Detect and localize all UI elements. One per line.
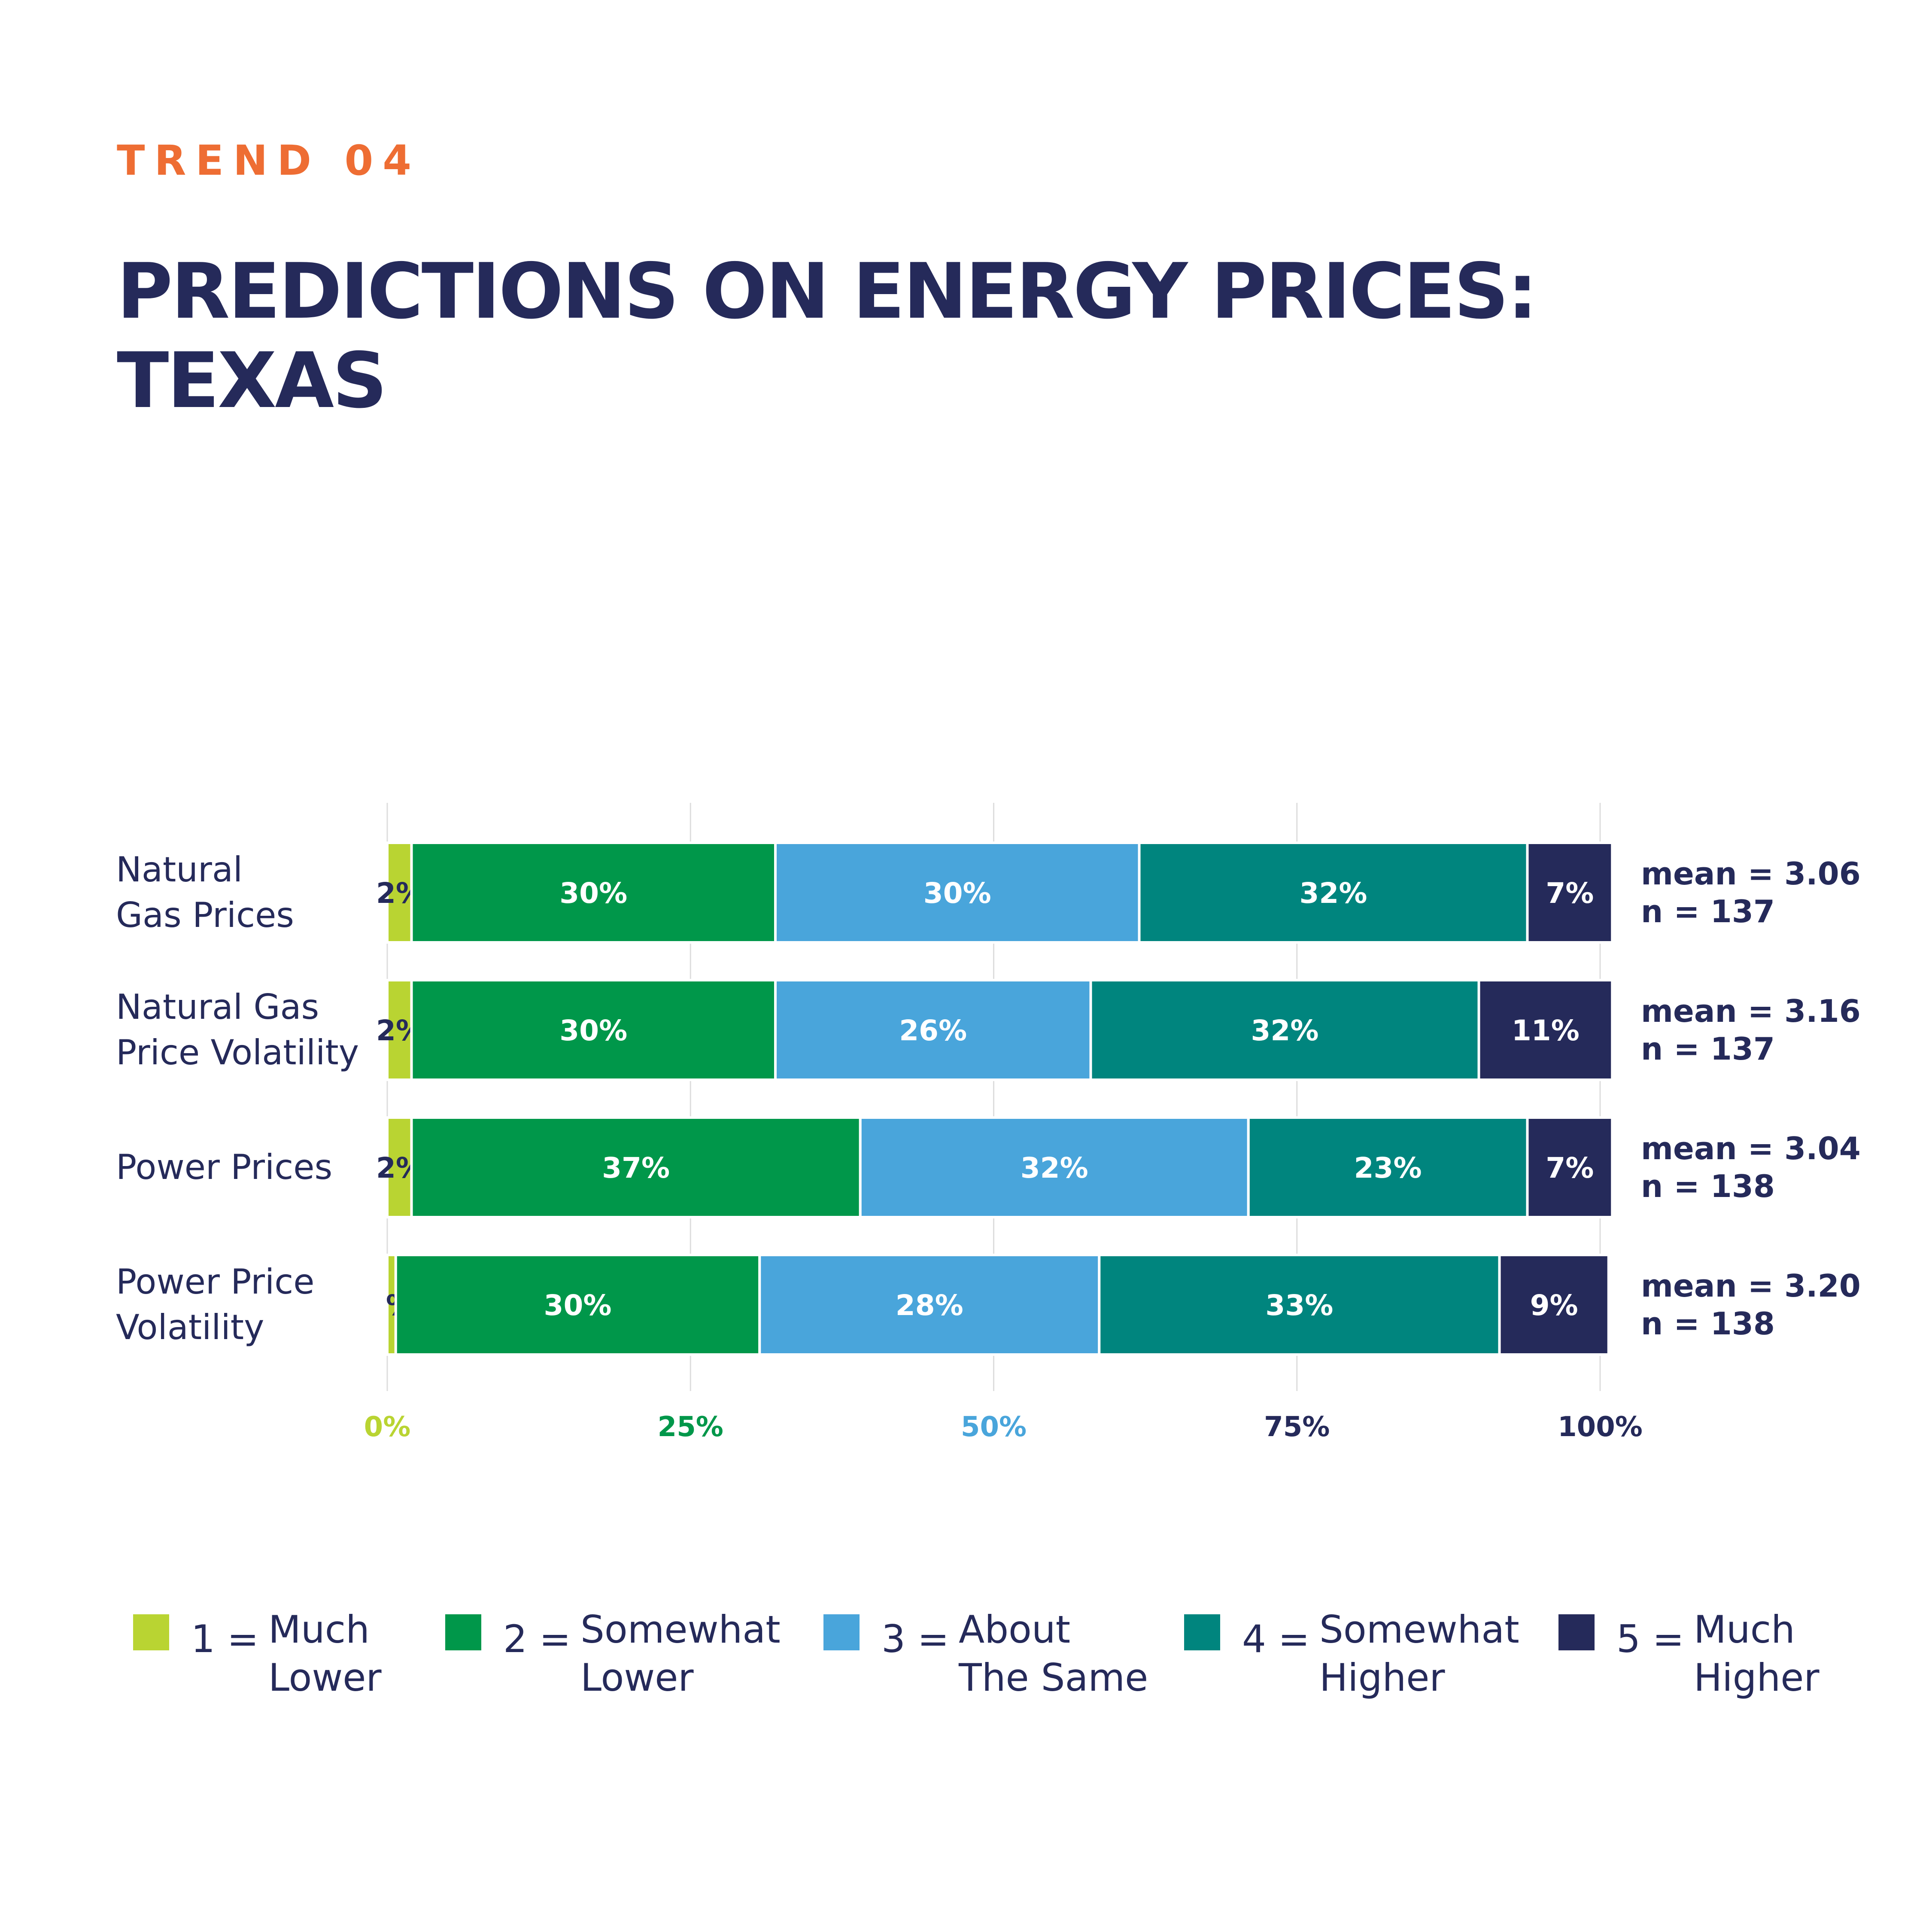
category-label: Power Price Volatility xyxy=(116,1259,314,1350)
row-stat: mean = 3.04 n = 138 xyxy=(1641,1130,1861,1205)
category-label-line: Power Prices xyxy=(116,1147,333,1187)
category-label: Natural Gas Prices xyxy=(116,847,294,938)
n-value: n = 138 xyxy=(1641,1168,1775,1204)
legend-label: About The Same xyxy=(959,1606,1148,1702)
category-label-line: Price Volatility xyxy=(116,1033,359,1072)
legend-number: 2 = xyxy=(503,1617,571,1661)
legend-label: Much Lower xyxy=(268,1606,382,1702)
legend-label-line2: Lower xyxy=(580,1656,694,1700)
legend-label-line1: Much xyxy=(1694,1607,1795,1652)
legend-label-line2: Higher xyxy=(1694,1656,1820,1700)
x-tick-label: 25% xyxy=(658,1411,723,1443)
bar-segment xyxy=(1498,1254,1610,1356)
legend-number: 3 = xyxy=(881,1617,949,1661)
bar-segment xyxy=(1477,979,1614,1081)
data-label: 26% xyxy=(899,1014,967,1047)
legend-swatch xyxy=(1558,1614,1595,1650)
n-value: n = 137 xyxy=(1641,893,1775,930)
legend-label-line1: Much xyxy=(268,1607,370,1652)
data-label: 30% xyxy=(544,1289,612,1322)
legend-swatch xyxy=(445,1614,481,1650)
legend-swatch xyxy=(133,1614,169,1650)
mean-value: mean = 3.06 xyxy=(1641,856,1861,892)
legend-number: 5 = xyxy=(1616,1617,1684,1661)
legend-label-line2: The Same xyxy=(959,1656,1148,1700)
legend-label-line1: Somewhat xyxy=(580,1607,781,1652)
mean-value: mean = 3.16 xyxy=(1641,993,1861,1029)
title-line-2: TEXAS xyxy=(117,336,387,425)
title-line-1: PREDICTIONS ON ENERGY PRICES: xyxy=(117,247,1538,336)
data-label: 30% xyxy=(559,877,627,910)
data-label: 37% xyxy=(602,1151,670,1185)
data-label: 33% xyxy=(1265,1289,1333,1322)
legend-swatch xyxy=(823,1614,860,1650)
data-label: 23% xyxy=(1354,1151,1422,1185)
data-label: 30% xyxy=(559,1014,627,1047)
trend-eyebrow: TREND 04 xyxy=(117,137,421,185)
x-tick-label: 100% xyxy=(1558,1411,1643,1443)
legend-number: 4 = xyxy=(1242,1617,1310,1661)
bar-segment xyxy=(1138,841,1529,944)
x-tick-label: 50% xyxy=(961,1411,1027,1443)
category-label: Power Prices xyxy=(116,1145,332,1190)
mean-value: mean = 3.20 xyxy=(1641,1268,1861,1304)
bar-segment xyxy=(774,979,1092,1081)
bar-segment xyxy=(758,1254,1101,1356)
legend-label-line1: Somewhat xyxy=(1319,1607,1519,1652)
data-label: 7% xyxy=(1546,877,1594,910)
category-label-line: Natural xyxy=(116,850,243,890)
bar-segment xyxy=(1089,979,1480,1081)
category-label-line: Power Price xyxy=(116,1262,315,1302)
bar-segment xyxy=(859,1116,1250,1218)
bar-segment xyxy=(1526,1116,1614,1218)
legend-label-line1: About xyxy=(959,1607,1071,1652)
data-label: 30% xyxy=(923,877,991,910)
data-label: 32% xyxy=(1021,1151,1088,1185)
bar-segment xyxy=(386,1116,413,1218)
category-label-line: Volatility xyxy=(116,1307,264,1347)
legend-label-line2: Higher xyxy=(1319,1656,1445,1700)
x-tick-label: 75% xyxy=(1264,1411,1330,1443)
legend-swatch xyxy=(1184,1614,1220,1650)
bar-segment xyxy=(1247,1116,1529,1218)
bar-segment xyxy=(1526,841,1614,944)
page-title: PREDICTIONS ON ENERGY PRICES: TEXAS xyxy=(117,247,1538,425)
data-label: 32% xyxy=(1300,877,1367,910)
row-stat: mean = 3.06 n = 137 xyxy=(1641,855,1861,930)
data-label: 7% xyxy=(1546,1151,1594,1185)
data-label: 32% xyxy=(1251,1014,1319,1047)
legend-label-line2: Lower xyxy=(268,1656,382,1700)
data-label: 28% xyxy=(896,1289,963,1322)
category-label-line: Natural Gas xyxy=(116,987,319,1027)
n-value: n = 137 xyxy=(1641,1031,1775,1067)
bar-segment xyxy=(410,1116,862,1218)
mean-value: mean = 3.04 xyxy=(1641,1130,1861,1166)
x-tick-label: 0% xyxy=(364,1411,411,1443)
bar-segment xyxy=(410,979,777,1081)
legend-label: Somewhat Lower xyxy=(580,1606,781,1702)
category-label: Natural Gas Price Volatility xyxy=(116,984,359,1075)
category-label-line: Gas Prices xyxy=(116,895,294,935)
legend-label: Much Higher xyxy=(1694,1606,1820,1702)
data-label: 9% xyxy=(1530,1289,1578,1322)
row-stat: mean = 3.16 n = 137 xyxy=(1641,992,1861,1068)
bar-segment xyxy=(774,841,1141,944)
row-stat: mean = 3.20 n = 138 xyxy=(1641,1267,1861,1343)
legend-number: 1 = xyxy=(191,1617,259,1661)
data-label: 11% xyxy=(1512,1014,1580,1047)
n-value: n = 138 xyxy=(1641,1306,1775,1342)
legend-label: Somewhat Higher xyxy=(1319,1606,1519,1702)
bar-segment xyxy=(410,841,777,944)
